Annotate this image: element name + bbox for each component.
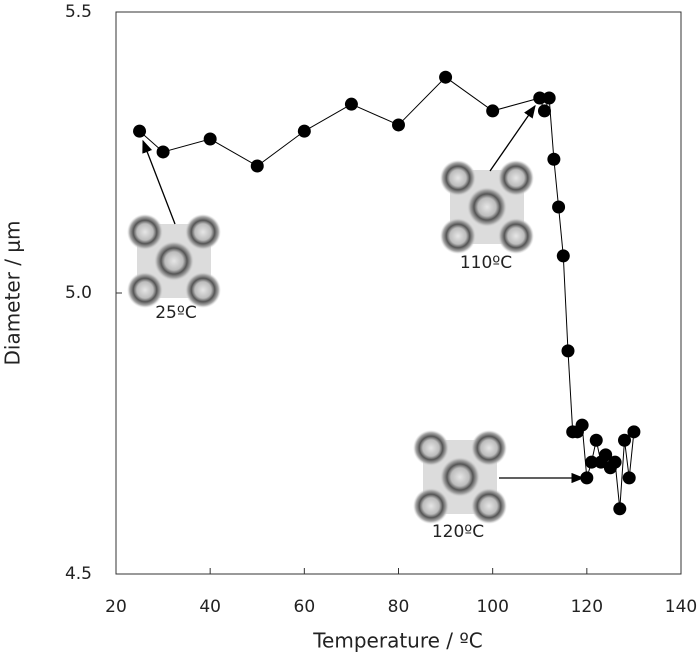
x-tick-label: 60	[294, 597, 316, 617]
inset-particle	[127, 214, 163, 250]
data-point	[250, 159, 264, 173]
data-point	[561, 344, 575, 358]
data-point	[589, 433, 603, 447]
y-tick-label: 5.0	[65, 283, 92, 303]
data-point	[585, 455, 599, 469]
x-axis-label: Temperature / ºC	[312, 629, 483, 653]
data-point	[203, 132, 217, 146]
data-point	[580, 471, 594, 485]
data-point	[533, 91, 547, 105]
x-tick-label: 120	[571, 597, 603, 617]
data-point	[599, 448, 613, 462]
data-point	[156, 145, 170, 159]
data-point	[439, 70, 453, 84]
x-tick-label: 140	[665, 597, 697, 617]
inset-particle	[127, 272, 163, 308]
x-tick-label: 100	[476, 597, 508, 617]
data-point	[547, 152, 561, 166]
inset-particle	[440, 160, 476, 196]
data-point	[537, 104, 551, 118]
data-point	[344, 97, 358, 111]
inset-particle	[440, 457, 480, 497]
inset-particle	[413, 430, 449, 466]
data-point	[622, 471, 636, 485]
annotation-label: 120ºC	[432, 522, 484, 542]
y-tick-label: 5.5	[65, 2, 92, 22]
data-point	[618, 433, 631, 447]
inset-particle	[440, 218, 476, 254]
y-axis-label: Diameter / μm	[1, 220, 25, 365]
inset-particle	[471, 488, 507, 524]
annotation-label: 110ºC	[460, 253, 512, 273]
data-point	[613, 502, 627, 516]
inset-particle	[185, 214, 221, 250]
inset-particle	[471, 430, 507, 466]
x-tick-label: 20	[105, 597, 127, 617]
data-point	[575, 418, 589, 432]
x-tick-label: 40	[199, 597, 221, 617]
data-point	[552, 200, 566, 214]
data-point	[608, 455, 622, 469]
data-point	[556, 249, 570, 263]
inset-particle	[467, 187, 507, 227]
annotation-arrow	[142, 139, 176, 225]
annotation-label: 25ºC	[155, 303, 197, 323]
inset-particle	[154, 241, 194, 281]
data-point	[627, 425, 641, 439]
data-point	[392, 118, 405, 132]
x-tick-label: 80	[388, 597, 410, 617]
inset-particle	[185, 272, 221, 308]
annotation-arrow	[489, 104, 536, 172]
data-point	[133, 124, 147, 138]
inset-particle	[413, 488, 449, 524]
inset-particle	[498, 218, 534, 254]
inset-particle	[498, 160, 534, 196]
data-point	[486, 104, 500, 118]
data-point	[542, 91, 556, 105]
data-point	[297, 124, 311, 138]
y-tick-label: 4.5	[65, 564, 92, 584]
